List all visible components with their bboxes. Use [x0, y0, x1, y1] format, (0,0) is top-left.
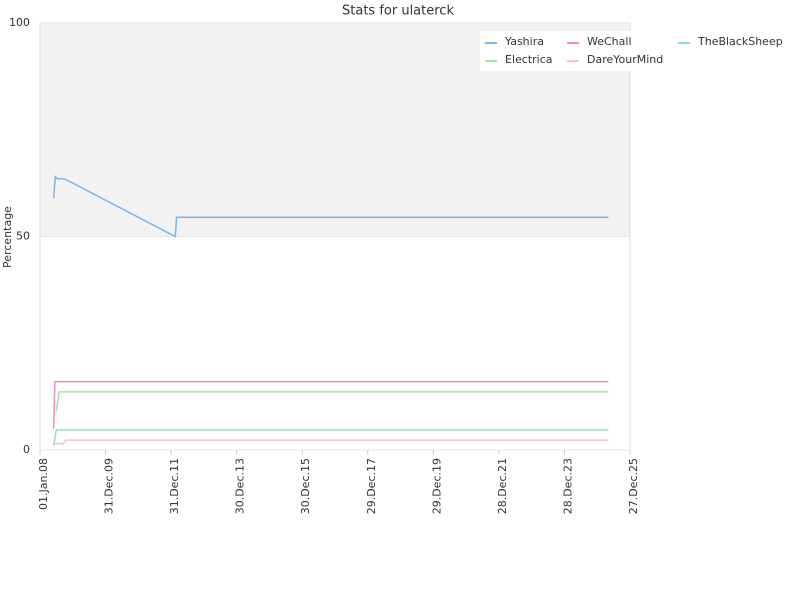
series-line — [52, 175, 609, 238]
chart-title: Stats for ulaterck — [342, 4, 454, 19]
series-line — [52, 380, 609, 429]
x-tick-label: 29.Dec.17 — [365, 458, 378, 514]
y-tick-label: 50 — [16, 230, 30, 243]
y-tick-label: 100 — [9, 16, 30, 29]
legend-label: Electrica — [505, 53, 553, 66]
legend-label: TheBlackSheep — [697, 35, 783, 48]
legend-label: WeChall — [587, 35, 632, 48]
x-tick-label: 27.Dec.25 — [627, 458, 640, 514]
y-axis-label: Percentage — [1, 206, 14, 268]
legend-label: DareYourMind — [587, 53, 663, 66]
x-tick-label: 31.Dec.09 — [103, 458, 116, 514]
x-tick-label: 28.Dec.23 — [561, 458, 574, 514]
x-tick-label: 30.Dec.15 — [299, 458, 312, 514]
x-tick-label: 29.Dec.19 — [430, 458, 443, 514]
x-tick-label: 31.Dec.11 — [168, 458, 181, 514]
x-tick-label: 01.Jan.08 — [37, 458, 50, 510]
series-line — [53, 439, 609, 445]
legend-box — [480, 31, 790, 71]
x-tick-label: 30.Dec.13 — [234, 458, 247, 514]
legend: Yashira WeChall TheBlackSheep Electrica Dare… — [480, 31, 790, 71]
legend-label: Yashira — [504, 35, 544, 48]
series-line — [55, 391, 609, 412]
x-tick-label: 28.Dec.21 — [496, 458, 509, 514]
series-line — [52, 429, 609, 446]
y-tick-label: 0 — [23, 443, 30, 456]
